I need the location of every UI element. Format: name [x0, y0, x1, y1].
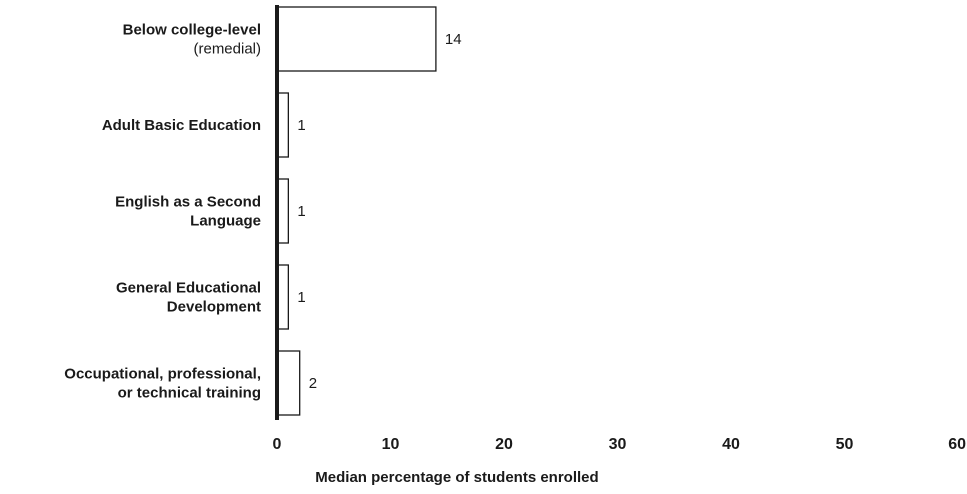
x-axis-title: Median percentage of students enrolled: [315, 469, 598, 486]
x-tick-label-60: 60: [948, 436, 966, 453]
value-labels-layer: 14 1 1 1 2: [297, 31, 461, 392]
x-tick-labels-layer: 0 10 20 30 40 50 60: [273, 436, 967, 453]
bar-4: [276, 350, 301, 416]
x-tick-label-50: 50: [836, 436, 854, 453]
category-label-line: Development: [167, 299, 261, 316]
category-label-1: Adult Basic Education: [102, 117, 261, 134]
x-tick-label-0: 0: [273, 436, 282, 453]
bar-0: [276, 6, 437, 72]
value-label-2: 1: [297, 203, 305, 220]
x-tick-label-10: 10: [382, 436, 400, 453]
category-label-line: or technical training: [118, 385, 261, 402]
category-label-line: English as a Second: [115, 194, 261, 211]
category-labels-layer: Below college-level (remedial) Adult Basic…: [64, 22, 261, 402]
value-label-4: 2: [309, 375, 317, 392]
category-label-4: Occupational, professional, or technical …: [64, 366, 261, 402]
value-label-1: 1: [297, 117, 305, 134]
category-label-line: Below college-level: [123, 22, 261, 39]
category-label-3: General Educational Development: [116, 280, 261, 316]
category-label-0: Below college-level (remedial): [123, 22, 261, 58]
category-label-line: Language: [190, 213, 261, 230]
value-label-3: 1: [297, 289, 305, 306]
x-tick-label-40: 40: [722, 436, 740, 453]
x-tick-label-30: 30: [609, 436, 627, 453]
x-tick-label-20: 20: [495, 436, 513, 453]
value-label-0: 14: [445, 31, 462, 48]
category-label-line: (remedial): [193, 41, 261, 58]
category-label-line: General Educational: [116, 280, 261, 297]
category-label-line: Occupational, professional,: [64, 366, 261, 383]
category-label-line: Adult Basic Education: [102, 117, 261, 134]
category-label-2: English as a Second Language: [115, 194, 261, 230]
